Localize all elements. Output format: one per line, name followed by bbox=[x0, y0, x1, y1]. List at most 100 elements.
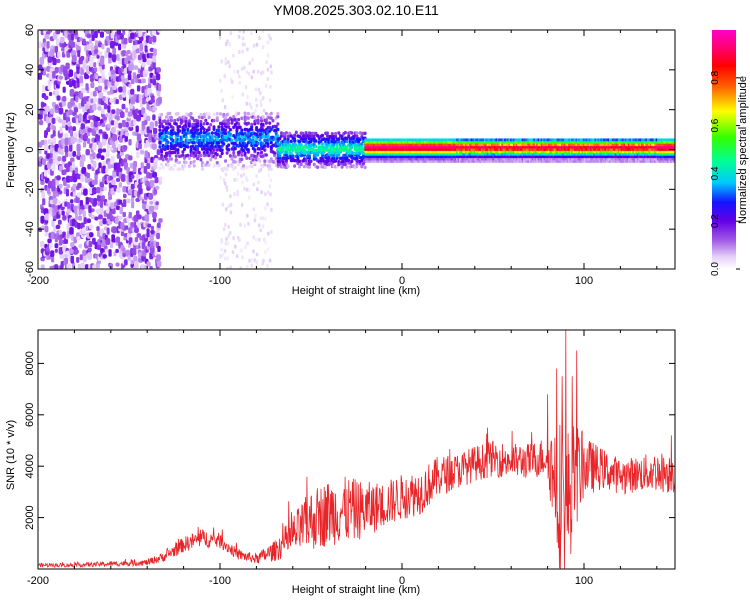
heatmap-cell bbox=[152, 55, 157, 63]
heatmap-cell bbox=[259, 216, 263, 221]
heatmap-cell bbox=[242, 65, 246, 70]
heatmap-cell bbox=[66, 175, 71, 183]
heatmap-cell bbox=[223, 248, 227, 253]
heatmap-cell bbox=[221, 98, 225, 103]
heatmap-cell bbox=[65, 184, 71, 189]
heatmap-cell bbox=[264, 118, 268, 122]
heatmap-cell bbox=[228, 154, 232, 158]
heatmap-cell bbox=[94, 40, 99, 46]
heatmap-cell bbox=[330, 132, 334, 136]
heatmap-cell bbox=[142, 203, 147, 210]
heatmap-cell bbox=[86, 138, 91, 144]
heatmap-cell bbox=[186, 153, 190, 158]
heatmap-cell bbox=[158, 145, 162, 149]
heatmap-cell bbox=[253, 218, 257, 223]
heatmap-cell bbox=[120, 159, 124, 167]
heatmap-cell bbox=[120, 222, 125, 230]
heatmap-cell bbox=[98, 142, 103, 149]
heatmap-cell bbox=[134, 261, 139, 269]
heatmap-cell bbox=[207, 132, 211, 136]
heatmap-cell bbox=[113, 74, 117, 82]
heatmap-cell bbox=[227, 224, 230, 229]
heatmap-cell bbox=[221, 252, 225, 257]
heatmap-cell bbox=[56, 30, 60, 32]
heatmap-cell bbox=[166, 163, 170, 167]
heatmap-cell bbox=[256, 187, 259, 192]
heatmap-cell bbox=[192, 141, 196, 145]
heatmap-cell bbox=[131, 22, 135, 29]
heatmap-cell bbox=[327, 156, 331, 160]
heatmap-cell bbox=[181, 153, 185, 157]
heatmap-cell bbox=[137, 222, 141, 228]
heatmap-cell bbox=[158, 128, 162, 132]
heatmap-cell bbox=[131, 201, 135, 209]
heatmap-cell bbox=[202, 127, 206, 131]
heatmap-cell bbox=[73, 107, 79, 113]
heatmap-cell bbox=[257, 169, 261, 174]
heatmap-cell bbox=[264, 153, 268, 157]
heatmap-cell bbox=[142, 55, 147, 63]
heatmap-cell bbox=[267, 173, 270, 178]
heatmap-cell bbox=[109, 98, 114, 103]
heatmap-cell bbox=[63, 133, 69, 138]
heatmap-cell bbox=[307, 165, 311, 169]
heatmap-cell bbox=[55, 224, 61, 230]
heatmap-cell bbox=[110, 31, 114, 39]
heatmap-cell bbox=[218, 35, 222, 40]
heatmap-cell bbox=[283, 136, 287, 141]
heatmap-cell bbox=[273, 151, 277, 155]
heatmap-cell bbox=[45, 116, 51, 124]
heatmap-cell bbox=[251, 135, 255, 139]
heatmap-cell bbox=[314, 144, 318, 149]
heatmap-cell bbox=[298, 159, 301, 163]
heatmap-cell bbox=[210, 144, 214, 149]
heatmap-cell bbox=[233, 160, 237, 164]
heatmap-cell bbox=[207, 115, 211, 120]
heatmap-cell bbox=[122, 21, 127, 29]
heatmap-cell bbox=[137, 79, 143, 84]
heatmap-cell bbox=[109, 40, 115, 49]
heatmap-cell bbox=[96, 116, 101, 122]
heatmap-cell bbox=[42, 38, 46, 44]
heatmap-cell bbox=[122, 185, 127, 193]
heatmap-cell bbox=[259, 99, 263, 104]
heatmap-cell bbox=[252, 207, 255, 212]
heatmap-cell bbox=[278, 143, 282, 147]
heatmap-cell bbox=[91, 34, 95, 41]
heatmap-cell bbox=[128, 30, 133, 32]
heatmap-cell bbox=[155, 73, 161, 81]
heatmap-cell bbox=[38, 72, 43, 80]
heatmap-cell bbox=[69, 88, 75, 97]
heatmap-cell bbox=[93, 97, 98, 104]
heatmap-cell bbox=[116, 53, 120, 62]
heatmap-cell bbox=[48, 91, 53, 97]
heatmap-cell bbox=[99, 220, 103, 227]
heatmap-cell bbox=[154, 120, 158, 127]
heatmap-cell bbox=[85, 149, 90, 156]
heatmap-cell bbox=[82, 254, 87, 263]
heatmap-cell bbox=[286, 137, 290, 141]
heatmap-cell bbox=[152, 78, 157, 86]
heatmap-cell bbox=[210, 131, 214, 135]
heatmap-cell bbox=[264, 216, 267, 221]
heatmap-cell bbox=[360, 158, 364, 163]
heatmap-cell bbox=[230, 121, 234, 125]
heatmap-cell bbox=[101, 64, 105, 70]
heatmap-cell bbox=[101, 195, 105, 200]
heatmap-cell bbox=[94, 178, 98, 185]
heatmap-cell bbox=[74, 221, 78, 228]
heatmap-cell bbox=[256, 141, 260, 146]
heatmap-cell bbox=[267, 231, 270, 236]
heatmap-cell bbox=[223, 74, 226, 79]
heatmap-cell bbox=[112, 57, 116, 63]
heatmap-cell bbox=[217, 134, 221, 139]
heatmap-cell bbox=[131, 45, 137, 50]
heatmap-cell bbox=[231, 80, 234, 84]
heatmap-cell bbox=[101, 108, 105, 115]
heatmap-cell bbox=[196, 124, 200, 128]
heatmap-cell bbox=[67, 30, 73, 33]
heatmap-cell bbox=[93, 197, 98, 206]
heatmap-cell bbox=[139, 43, 143, 51]
heatmap-cell bbox=[153, 161, 158, 170]
heatmap-cell bbox=[169, 118, 173, 123]
